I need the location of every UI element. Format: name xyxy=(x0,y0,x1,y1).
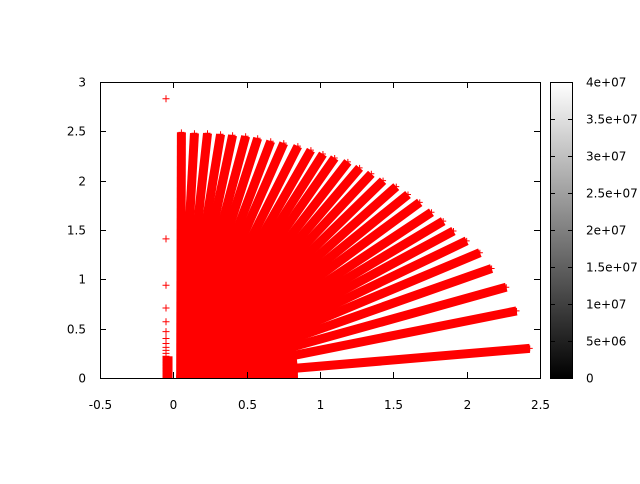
y-tick-label: 2.5 xyxy=(67,125,86,139)
colorbar-tick-label: 2e+07 xyxy=(586,224,626,238)
ray-end-point xyxy=(488,265,495,272)
ray-end-point xyxy=(476,249,483,256)
colorbar-axis: 0 5e+06 1e+07 1.5e+07 2e+07 2.5e+07 3e+07 3.5e+… xyxy=(550,76,638,386)
ray-end-point xyxy=(428,209,435,216)
y-tick-label: 1.5 xyxy=(67,224,86,238)
colorbar-tick-label: 4e+07 xyxy=(586,76,626,90)
ray-end-point xyxy=(503,284,510,291)
x-axis: -0.5 0 0.5 1 1.5 2 2.5 xyxy=(89,82,550,412)
data-point xyxy=(162,281,170,289)
ray-end-point xyxy=(319,151,326,158)
data-point xyxy=(162,235,170,243)
y-tick-label: 0.5 xyxy=(67,323,86,337)
ray-end-point xyxy=(280,140,287,147)
ray-end-point xyxy=(267,138,274,145)
ray-end-point xyxy=(440,218,447,225)
data-ray xyxy=(179,306,518,378)
ray-end-point xyxy=(526,345,533,352)
ray-end-point xyxy=(393,183,400,190)
x-tick-label: 1 xyxy=(317,398,325,412)
x-tick-label: 0 xyxy=(170,398,178,412)
ray-end-point xyxy=(254,135,261,142)
y-axis: 0 0.5 1 1.5 2 2.5 3 xyxy=(67,76,540,386)
x-tick-label: -0.5 xyxy=(89,398,112,412)
point-cluster xyxy=(162,356,173,378)
y-tick-label: 1 xyxy=(78,273,86,287)
data-point xyxy=(162,304,170,312)
ray-end-point xyxy=(178,129,185,136)
colorbar-tick-label: 0 xyxy=(586,372,594,386)
ray-end-point xyxy=(513,307,520,314)
ray-end-point xyxy=(405,191,411,198)
x-tick-label: 0.5 xyxy=(238,398,257,412)
ray-end-point xyxy=(356,164,363,171)
colorbar-tick-label: 2.5e+07 xyxy=(586,187,638,201)
ray-end-point xyxy=(331,154,338,161)
ray-end-point xyxy=(450,227,457,234)
ray-end-point xyxy=(380,177,387,184)
data-point xyxy=(162,318,170,326)
colorbar-tick-label: 1.5e+07 xyxy=(586,261,638,275)
x-tick-label: 2.5 xyxy=(531,398,550,412)
y-tick-label: 0 xyxy=(78,372,86,386)
ray-end-point xyxy=(229,132,236,139)
ray-end-point xyxy=(191,130,198,137)
ray-end-point xyxy=(368,170,375,177)
colorbar-tick-label: 3.5e+07 xyxy=(586,113,638,127)
data-ray xyxy=(180,343,531,378)
y-tick-label: 3 xyxy=(78,76,86,90)
x-tick-label: 1.5 xyxy=(384,398,403,412)
ray-end-point xyxy=(463,237,470,244)
colorbar-tick-label: 1e+07 xyxy=(586,298,626,312)
data-point xyxy=(162,95,170,103)
ray-end-point xyxy=(344,158,351,165)
ray-end-point xyxy=(294,143,301,150)
colorbar-tick-label: 3e+07 xyxy=(586,150,626,164)
ray-end-point xyxy=(217,131,224,138)
ray-end-point xyxy=(242,133,249,140)
ray-end-point xyxy=(204,130,211,137)
ray-end-point xyxy=(416,199,423,206)
data-marks xyxy=(162,95,533,378)
y-tick-label: 2 xyxy=(78,175,86,189)
colorbar-tick-label: 5e+06 xyxy=(586,335,626,349)
data-point xyxy=(162,328,170,336)
ray-end-point xyxy=(307,147,314,154)
x-tick-label: 2 xyxy=(464,398,472,412)
